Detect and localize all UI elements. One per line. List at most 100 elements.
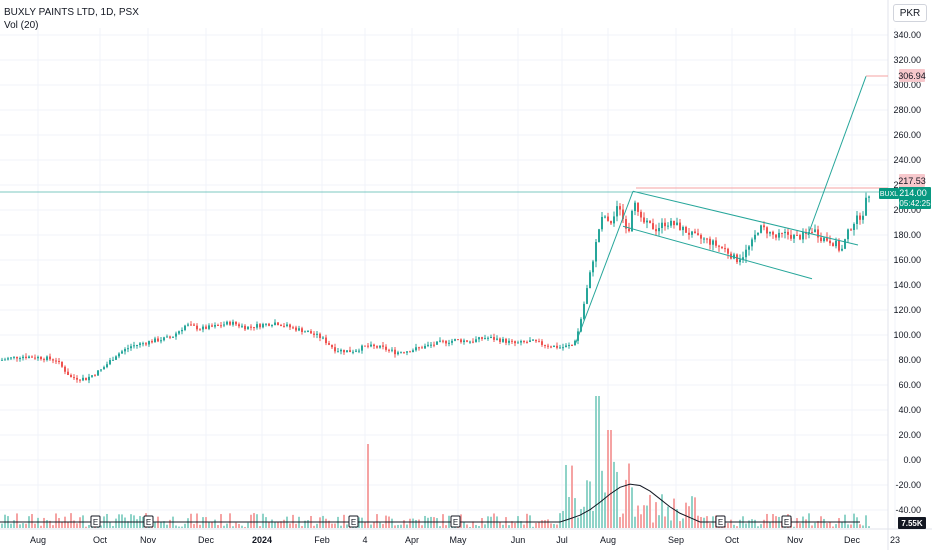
time-tick-label: 4 bbox=[362, 535, 367, 545]
volume-bar bbox=[307, 520, 309, 528]
candle-body bbox=[544, 344, 546, 346]
volume-bar bbox=[751, 519, 753, 528]
candle-body bbox=[640, 211, 642, 218]
candle-body bbox=[763, 225, 765, 228]
volume-bar bbox=[565, 464, 567, 528]
volume-bar bbox=[595, 396, 597, 528]
volume-bar bbox=[523, 524, 525, 528]
candle-body bbox=[187, 324, 189, 326]
currency-button[interactable]: PKR bbox=[893, 4, 927, 22]
candle-body bbox=[487, 337, 489, 339]
volume-bar bbox=[19, 524, 21, 528]
volume-bar bbox=[844, 514, 846, 528]
candle-body bbox=[445, 340, 447, 344]
volume-bar bbox=[34, 523, 36, 528]
earnings-marker[interactable] bbox=[143, 515, 154, 528]
volume-bar bbox=[25, 523, 27, 528]
candle-body bbox=[250, 326, 252, 328]
earnings-marker[interactable] bbox=[348, 515, 359, 528]
target-projection-line[interactable] bbox=[807, 76, 867, 236]
volume-bar bbox=[76, 523, 78, 528]
candle-body bbox=[337, 351, 339, 353]
time-tick-label: May bbox=[449, 535, 467, 545]
volume-bar bbox=[532, 526, 534, 528]
candle-body bbox=[856, 215, 858, 224]
candle-body bbox=[688, 232, 690, 235]
candle-body bbox=[265, 323, 267, 325]
earnings-marker-label: E bbox=[784, 518, 789, 527]
candle-body bbox=[46, 356, 48, 360]
candle-body bbox=[520, 341, 522, 343]
earnings-marker-label: E bbox=[146, 518, 151, 527]
volume-bar bbox=[295, 523, 297, 528]
volume-bar bbox=[70, 513, 72, 528]
candle-body bbox=[295, 327, 297, 331]
candle-body bbox=[613, 216, 615, 224]
volume-bar bbox=[196, 513, 198, 528]
candle-body bbox=[142, 343, 144, 345]
candle-body bbox=[742, 257, 744, 260]
volume-bar bbox=[625, 479, 627, 528]
candle-body bbox=[862, 215, 864, 220]
volume-bar bbox=[445, 525, 447, 528]
candle-body bbox=[196, 325, 198, 330]
candle-body bbox=[448, 342, 450, 344]
volume-bar bbox=[772, 514, 774, 528]
earnings-marker[interactable] bbox=[450, 515, 461, 528]
candle-body bbox=[457, 339, 459, 341]
candle-body bbox=[727, 248, 729, 254]
trend-line[interactable] bbox=[574, 191, 634, 346]
candle-body bbox=[58, 361, 60, 363]
candle-body bbox=[604, 216, 606, 218]
volume-bar bbox=[847, 524, 849, 528]
volume-bar bbox=[700, 517, 702, 528]
candle-body bbox=[235, 321, 237, 325]
earnings-marker-label: E bbox=[351, 518, 356, 527]
candle-body bbox=[745, 249, 747, 258]
symbol-title[interactable]: BUXLY PAINTS LTD, 1D, PSX bbox=[4, 7, 139, 18]
candle-body bbox=[355, 350, 357, 352]
time-tick-label: Feb bbox=[314, 535, 330, 545]
volume-bar bbox=[796, 518, 798, 528]
earnings-marker[interactable] bbox=[90, 515, 101, 528]
volume-bar bbox=[406, 524, 408, 528]
volume-bar bbox=[115, 518, 117, 528]
candle-body bbox=[691, 231, 693, 235]
candle-body bbox=[799, 235, 801, 240]
volume-indicator-title[interactable]: Vol (20) bbox=[4, 20, 39, 31]
volume-bar bbox=[373, 522, 375, 528]
volume-bar bbox=[655, 502, 657, 528]
candle-body bbox=[643, 217, 645, 223]
candle-body bbox=[670, 220, 672, 226]
price-tick-label: 260.00 bbox=[893, 130, 921, 140]
volume-bar bbox=[256, 514, 258, 528]
candle-body bbox=[178, 331, 180, 334]
earnings-marker[interactable] bbox=[781, 515, 792, 528]
candle-body bbox=[4, 359, 6, 361]
candle-body bbox=[25, 356, 27, 359]
volume-bar bbox=[667, 506, 669, 528]
volume-bar bbox=[409, 518, 411, 528]
volume-bar bbox=[439, 526, 441, 528]
volume-bar bbox=[253, 513, 255, 528]
volume-bar bbox=[805, 519, 807, 528]
earnings-marker[interactable] bbox=[715, 515, 726, 528]
volume-bar bbox=[613, 461, 615, 528]
candle-body bbox=[226, 321, 228, 325]
candle-body bbox=[721, 246, 723, 249]
volume-bar bbox=[676, 509, 678, 528]
candle-body bbox=[283, 325, 285, 327]
volume-bar bbox=[121, 514, 123, 528]
candle-body bbox=[181, 329, 183, 332]
volume-bar bbox=[136, 519, 138, 528]
channel-upper-line[interactable] bbox=[632, 190, 859, 246]
price-tick-label: 200.00 bbox=[893, 205, 921, 215]
volume-bar bbox=[250, 514, 252, 528]
candle-body bbox=[427, 344, 429, 346]
candle-body bbox=[172, 336, 174, 338]
volume-bar bbox=[328, 520, 330, 528]
volume-bar bbox=[691, 496, 693, 528]
channel-lower-line[interactable] bbox=[622, 225, 813, 280]
